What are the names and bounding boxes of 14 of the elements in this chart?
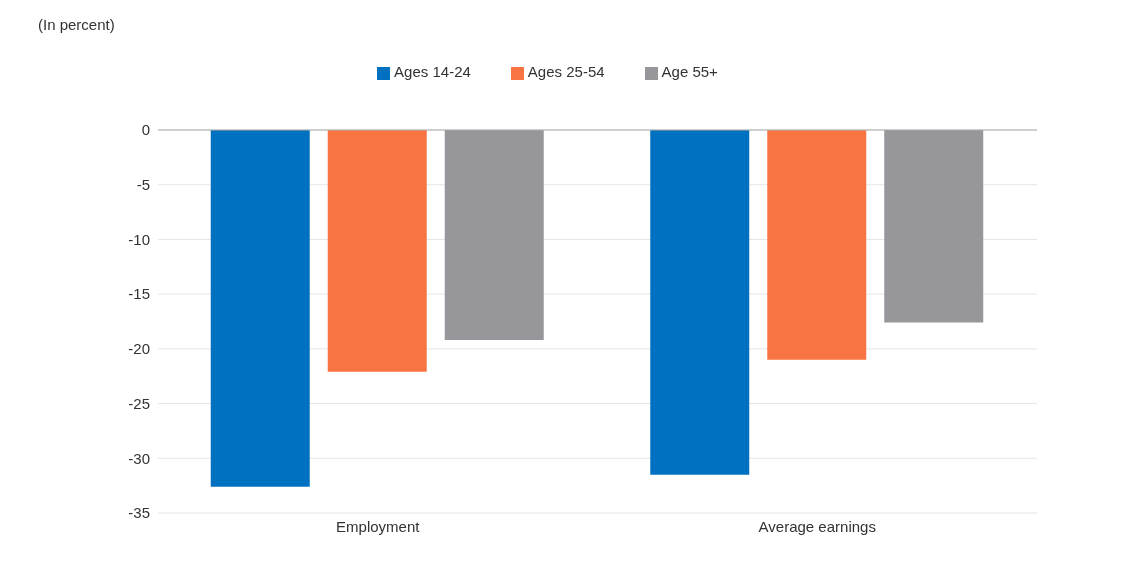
text: (In percent) <box>38 16 115 33</box>
x-tick-label: Employment <box>336 517 421 535</box>
legend-label: Ages 25-54 <box>527 63 605 80</box>
y-tick-label: -15 <box>128 285 150 303</box>
x-tick-label: Average earnings <box>758 517 876 535</box>
legend-label: Age 55+ <box>661 63 718 80</box>
y-tick-label: -5 <box>136 176 150 194</box>
legend-label: Ages 14-24 <box>394 63 471 80</box>
y-tick-label: -20 <box>128 340 150 358</box>
y-tick-label: 0 <box>141 121 150 139</box>
y-tick-label: -30 <box>128 449 150 467</box>
y-tick-label: -25 <box>128 394 150 412</box>
y-tick-label: -35 <box>128 504 150 522</box>
y-tick-label: -10 <box>128 230 150 248</box>
